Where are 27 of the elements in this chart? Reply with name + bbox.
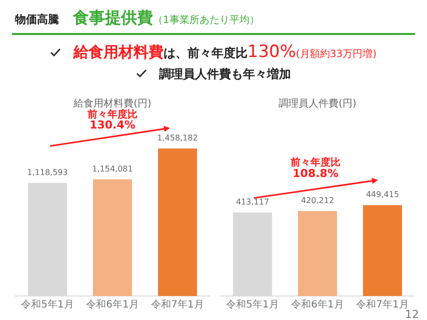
text: は、前々年度比 <box>163 45 248 62</box>
text: 前々年度比 <box>290 156 341 169</box>
text: 130.4% <box>90 118 136 132</box>
text: 12 <box>405 308 419 320</box>
x-tick-label: 令和6年1月 <box>291 298 344 311</box>
text: (月額約33万円増) <box>296 48 377 61</box>
text: （1事業所あたり平均） <box>153 14 260 27</box>
chart-title: 給食用材料費(円) <box>72 98 152 110</box>
x-tick-label: 令和5年1月 <box>226 298 279 311</box>
data-label: 420,212 <box>300 196 334 206</box>
text: 108.8% <box>292 166 338 180</box>
x-tick-label: 令和7年1月 <box>151 298 204 311</box>
text: 130% <box>247 42 296 62</box>
chart-title: 調理員人件費(円) <box>278 98 356 110</box>
text: 給食用材料費 <box>73 43 164 62</box>
text: 前々年度比 <box>86 108 138 121</box>
data-label: 413,117 <box>236 198 270 207</box>
text: 調理員人件費も年々増加 <box>159 66 291 83</box>
data-label: 1,154,081 <box>92 164 133 174</box>
data-label: 449,415 <box>366 190 400 200</box>
data-label: 1,118,593 <box>27 168 68 177</box>
x-tick-label: 令和5年1月 <box>21 298 74 311</box>
text: 物価高騰 <box>15 12 59 27</box>
x-tick-label: 令和7年1月 <box>356 298 409 311</box>
x-tick-label: 令和6年1月 <box>86 298 139 311</box>
text: 食事提供費 <box>73 8 153 29</box>
data-label: 1,458,182 <box>157 134 198 143</box>
